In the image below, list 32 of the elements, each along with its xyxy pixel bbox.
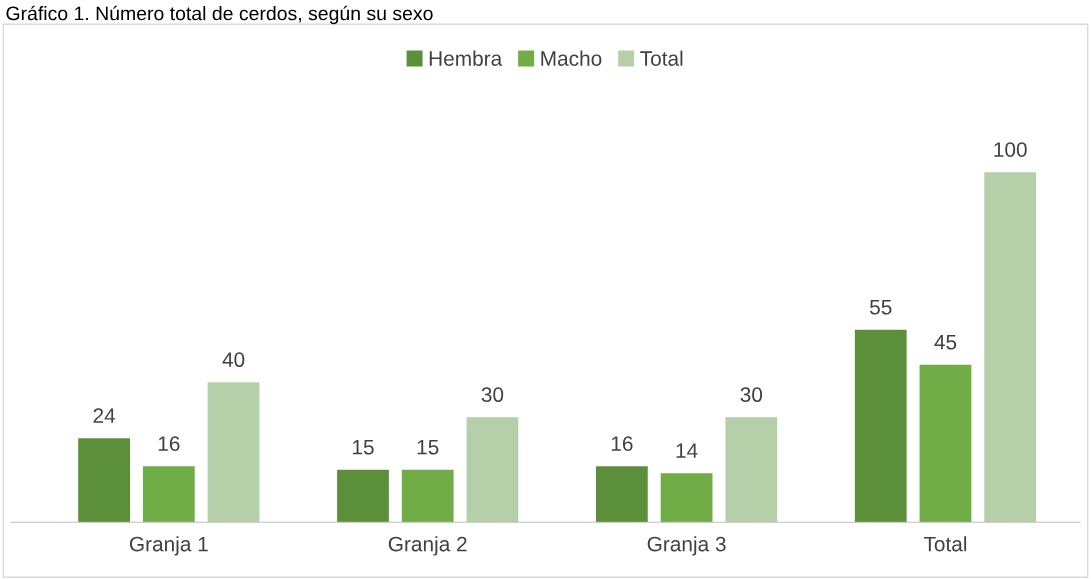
bar [854,329,907,523]
bar [337,469,389,523]
data-label: 16 [611,436,633,452]
chart-title: Gráfico 1. Número total de cerdos, según su sexo [6,5,433,25]
bar [142,466,195,523]
bar [919,364,972,523]
data-label: 15 [417,439,439,455]
data-label: 30 [740,387,763,403]
data-label: 55 [870,299,892,315]
bar [466,417,519,523]
data-label: 40 [222,352,245,368]
bar [207,382,260,523]
data-label: 24 [93,408,116,423]
x-tick-label: Granja 3 [647,536,726,556]
bar [78,438,130,523]
data-label: 15 [352,439,374,455]
data-label: 45 [934,334,957,350]
x-tick-label: Granja 2 [388,536,467,556]
bar [401,469,454,523]
bar [660,473,713,523]
data-label: 16 [158,436,180,452]
bar [595,466,648,523]
x-tick-label: Granja 1 [129,536,208,556]
bar [725,417,778,523]
legend-label: Macho [541,50,602,66]
legend-label: Hembra [429,50,503,66]
bar [984,172,1037,523]
legend-label: Total [640,50,683,66]
x-tick-label: Total [923,536,967,552]
data-label: 14 [676,443,698,458]
data-label: 30 [481,387,504,403]
data-label: 100 [994,142,1027,157]
